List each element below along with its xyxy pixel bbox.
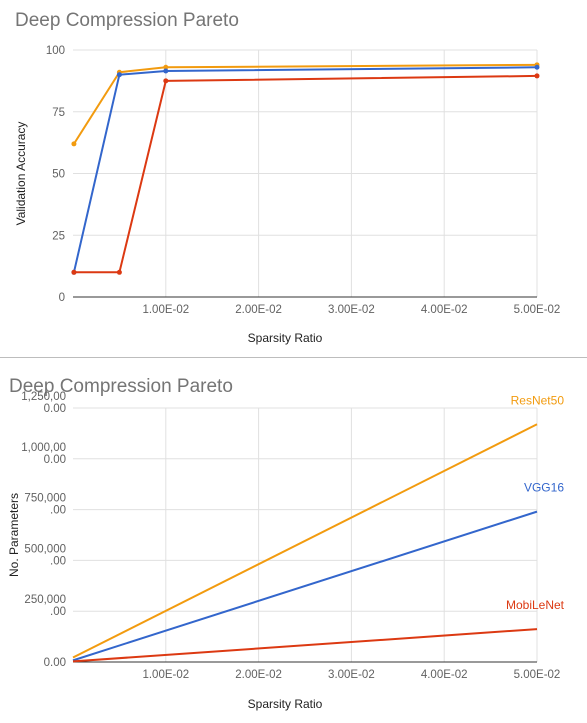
series-point-1	[163, 68, 169, 74]
parameters-chart-svg: 0.00250,000.00500,000.00750,000.001,000,…	[7, 391, 565, 711]
series-point-2	[71, 269, 77, 275]
y-tick-label: 1,000,00	[21, 442, 66, 454]
x-tick-label: 1.00E-02	[142, 669, 189, 681]
series-point-0	[71, 141, 77, 147]
series-point-2	[116, 269, 122, 275]
y-tick-label: 0	[59, 292, 65, 304]
series-line-0	[72, 423, 538, 659]
series-point-0	[163, 64, 169, 70]
series-line-1	[72, 510, 538, 662]
chart-divider	[0, 357, 587, 358]
y-tick-label: 50	[52, 169, 65, 181]
y-tick-label: 75	[52, 107, 65, 119]
chart-title: Deep Compression Pareto	[9, 376, 233, 397]
series-line-1	[72, 66, 538, 273]
y-axis-title: Validation Accuracy	[14, 122, 28, 226]
y-tick-label: .00	[50, 555, 66, 567]
x-tick-label: 2.00E-02	[235, 669, 282, 681]
series-line-2	[72, 628, 538, 663]
series-label: VGG16	[524, 481, 564, 495]
series-point-1	[116, 72, 122, 78]
y-tick-label: 750,000	[24, 493, 66, 505]
series-point-1	[534, 64, 540, 70]
series-line-2	[73, 74, 538, 274]
series-point-2	[534, 73, 540, 79]
y-tick-label: 0.00	[44, 657, 66, 669]
accuracy-chart-svg: 0 25 50 75 100 1.00E-02 2.00E-02 3.00E-02 4.00E-…	[14, 45, 561, 345]
x-axis-title: Sparsity Ratio	[248, 331, 323, 345]
y-tick-label: 0.00	[44, 403, 66, 415]
x-tick-label: 4.00E-02	[421, 669, 468, 681]
y-tick-label: 500,000	[24, 543, 66, 555]
x-axis-title: Sparsity Ratio	[248, 697, 323, 711]
y-tick-label: 25	[52, 230, 65, 242]
x-tick-label: 3.00E-02	[328, 669, 375, 681]
x-tick-label: 5.00E-02	[514, 304, 561, 316]
series-point-2	[163, 78, 169, 84]
accuracy-chart-panel: Deep Compression Pareto 0 25 50 75 100 1.00E-…	[0, 0, 587, 357]
x-tick-label: 5.00E-02	[514, 669, 561, 681]
y-tick-label: 1,250,00	[21, 391, 66, 403]
y-axis-title: No. Parameters	[7, 493, 21, 577]
x-tick-label: 1.00E-02	[142, 304, 189, 316]
y-tick-label: 0.00	[44, 454, 66, 466]
x-tick-label: 3.00E-02	[328, 304, 375, 316]
parameters-chart-panel: Deep Compression Pareto 0.00 250,000.00 50…	[0, 358, 587, 723]
x-tick-label: 4.00E-02	[421, 304, 468, 316]
x-tick-label: 2.00E-02	[235, 304, 282, 316]
series-line-0	[73, 63, 538, 145]
series-label: ResNet50	[511, 393, 565, 407]
y-tick-label: .00	[50, 606, 66, 618]
y-tick-label: 250,000	[24, 594, 66, 606]
y-tick-label: .00	[50, 505, 66, 517]
series-label: MobiLeNet	[506, 598, 565, 612]
y-tick-label: 100	[46, 45, 65, 57]
chart-title: Deep Compression Pareto	[15, 10, 239, 31]
